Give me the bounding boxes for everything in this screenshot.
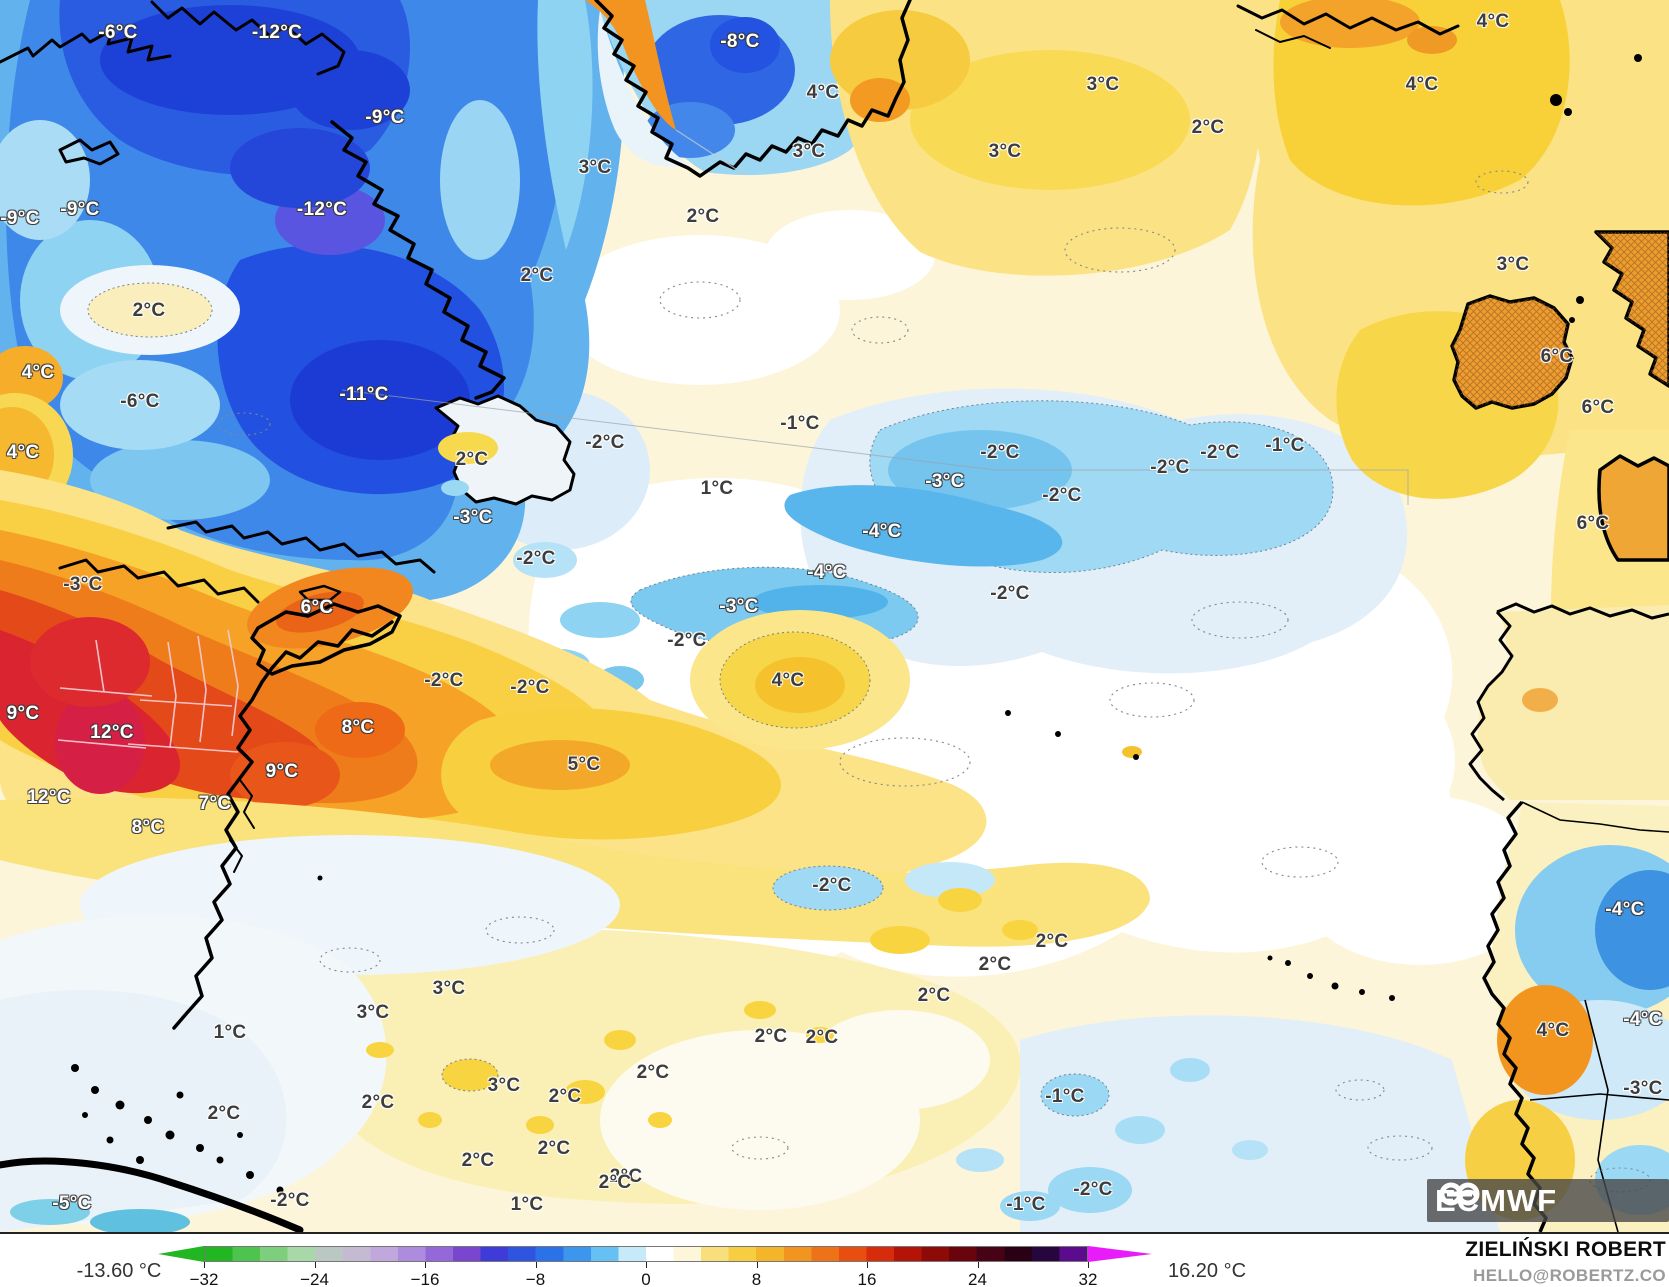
colorbar-tick [867,1262,868,1268]
colorbar-tick-label: 32 [1078,1270,1098,1287]
coastlines [0,0,1460,1030]
colorbar-tick-label: 8 [751,1270,762,1287]
state-borders [57,629,239,753]
colorbar-tick-label: 24 [968,1270,987,1287]
anomaly-field-canvas [0,0,1669,1232]
colorbar-right-arrow-icon [1088,1246,1152,1262]
colorbar-tick [204,1262,205,1268]
colorbar-tick [646,1262,647,1268]
colorbar-tick [977,1262,979,1268]
colorbar-tick-label: −32 [189,1270,219,1287]
colorbar-tick-label: −16 [410,1270,440,1287]
contour-rings [217,170,1651,1193]
island-specks [71,710,1395,1194]
credits: ZIELIŃSKI ROBERT HELLO@ROBERTZ.CO [1465,1238,1666,1286]
colorbar-tick-label: 0 [641,1270,651,1287]
colorbar-tick [535,1262,537,1268]
ecmwf-logo-icon [1439,1182,1480,1206]
colorbar-max-label: 16.20 °C [1167,1260,1247,1282]
map-area: -6°C -12°C -9°C -9°C -9°C -12°C -8°C -11°C 4°C 4°… [0,0,1669,1234]
colorbar-tick [1088,1262,1089,1268]
colorbar-min-label: -13.60 °C [76,1260,162,1282]
ecmwf-logo: ECMWF [1427,1179,1669,1222]
colorbar-tick-label: −24 [300,1270,329,1287]
colorbar-tick [425,1262,426,1268]
colorbar-tick [756,1262,758,1268]
author-name: ZIELIŃSKI ROBERT [1465,1238,1666,1261]
colorbar-tick-label: −8 [525,1270,546,1287]
colorbar-tick-label: 16 [857,1270,877,1287]
colorbar-left-arrow-icon [158,1246,204,1262]
colorbar-tick [314,1262,316,1268]
contact-email: HELLO@ROBERTZ.CO [1473,1266,1666,1285]
colorbar-gradient [204,1246,1088,1262]
legend-footer: -13.60 °C −32 −24 −16 −8 0 8 16 24 32 16.20 °C Z… [0,1234,1669,1287]
colorbar: −32 −24 −16 −8 0 8 16 24 32 [158,1246,1152,1287]
